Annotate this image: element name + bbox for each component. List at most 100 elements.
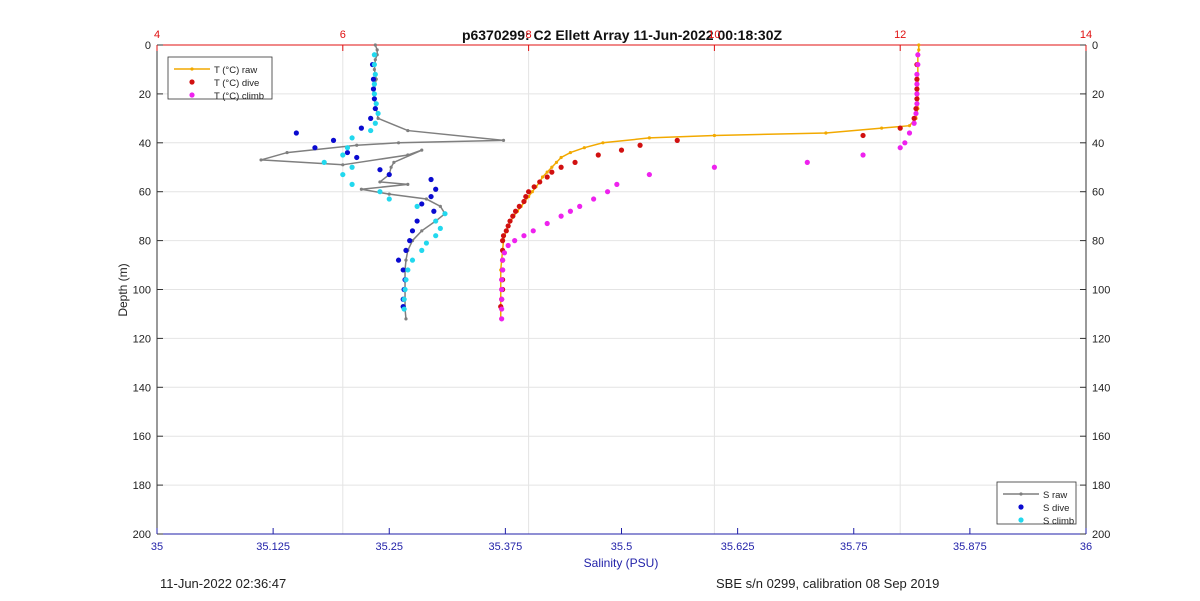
series-point — [349, 181, 355, 187]
series-point — [712, 133, 717, 138]
depth-tick-label-left: 200 — [133, 529, 151, 541]
chart-title: p6370299: C2 Ellett Array 11-Jun-2022 00… — [462, 27, 783, 43]
series-point — [913, 105, 919, 112]
depth-tick-label-left: 140 — [133, 382, 151, 394]
series-point — [591, 196, 597, 202]
series-point — [409, 228, 416, 234]
series-point — [505, 223, 511, 229]
salinity-tick-label: 35.625 — [721, 541, 755, 553]
series-point — [914, 91, 920, 97]
depth-tick-label-right: 140 — [1092, 382, 1110, 394]
series-point — [376, 116, 380, 120]
series-point — [438, 204, 442, 208]
series-point — [917, 43, 921, 47]
depth-tick-label-left: 180 — [133, 480, 151, 492]
series-point — [406, 182, 410, 186]
legend-swatch-marker — [189, 92, 195, 98]
series-point — [389, 165, 393, 169]
series-point — [505, 242, 511, 249]
series-point — [259, 158, 263, 162]
series-point — [914, 101, 920, 107]
series-point — [914, 96, 920, 102]
temperature-tick-label: 4 — [154, 29, 160, 41]
legend-label: T (°C) climb — [214, 91, 264, 102]
series-point — [355, 143, 359, 147]
legend-label: T (°C) raw — [214, 65, 257, 76]
salinity-tick-label: 35.375 — [489, 541, 523, 553]
footer-calibration: SBE s/n 0299, calibration 08 Sep 2019 — [716, 576, 940, 591]
series-point — [368, 115, 374, 121]
series-point — [386, 171, 392, 178]
series-point — [499, 277, 505, 283]
series-point — [340, 171, 346, 178]
series-point — [537, 179, 543, 185]
series-point — [499, 257, 506, 263]
series-point — [914, 81, 920, 87]
series-point — [419, 247, 425, 253]
series-point — [558, 164, 564, 170]
series-point — [375, 48, 379, 52]
series-point — [902, 140, 908, 146]
series-point — [499, 296, 505, 302]
depth-tick-label-right: 60 — [1092, 187, 1104, 199]
series-point — [582, 146, 586, 150]
series-point — [521, 198, 527, 205]
series-point — [915, 52, 921, 58]
series-point — [917, 48, 921, 52]
series-point — [501, 250, 508, 256]
series-point — [526, 189, 532, 195]
series-point — [358, 125, 364, 131]
series-point — [414, 218, 420, 224]
legend-label: S dive — [1043, 503, 1069, 514]
salinity-tick-label: 35.25 — [375, 541, 403, 553]
series-point — [512, 238, 518, 244]
series-0 — [499, 43, 921, 321]
depth-tick-label-right: 200 — [1092, 529, 1110, 541]
series-point — [804, 159, 810, 165]
series-point — [545, 170, 549, 174]
series-point — [372, 67, 376, 72]
legend-box — [167, 56, 273, 100]
series-point — [372, 71, 378, 77]
series-point — [395, 257, 402, 263]
series-point — [392, 160, 396, 164]
series-point — [420, 229, 424, 233]
series-point — [437, 225, 443, 231]
series-point — [595, 152, 601, 158]
series-point — [375, 110, 381, 117]
series-point — [377, 189, 383, 195]
series-point — [373, 58, 377, 62]
salinity-tick-label: 35.125 — [256, 541, 290, 553]
series-point — [544, 220, 550, 227]
series-point — [559, 155, 563, 160]
series-point — [407, 238, 413, 244]
series-point — [523, 193, 529, 200]
series-point — [420, 148, 424, 152]
series-point — [558, 213, 564, 219]
depth-tick-label-left: 40 — [139, 138, 151, 150]
series-point — [371, 81, 377, 87]
series-point — [499, 238, 506, 244]
series-point — [371, 91, 377, 97]
series-point — [371, 96, 377, 102]
series-point — [911, 120, 917, 126]
series-point — [373, 101, 379, 107]
series-point — [405, 267, 411, 273]
depth-tick-label-left: 80 — [139, 236, 151, 248]
legend-swatch-marker — [1019, 492, 1023, 496]
series-point — [824, 131, 828, 135]
salinity-tick-label: 35.5 — [611, 541, 632, 553]
series-2 — [499, 52, 921, 322]
series-point — [911, 115, 917, 121]
temperature-tick-label: 12 — [894, 29, 906, 41]
depth-tick-label-right: 0 — [1092, 40, 1098, 52]
series-point — [914, 86, 920, 92]
series-point — [577, 203, 583, 209]
series-point — [549, 169, 555, 175]
legend-box — [996, 481, 1077, 525]
series-point — [401, 296, 407, 302]
series-point — [499, 267, 506, 273]
depth-tick-label-right: 160 — [1092, 431, 1110, 443]
series-point — [860, 132, 866, 139]
